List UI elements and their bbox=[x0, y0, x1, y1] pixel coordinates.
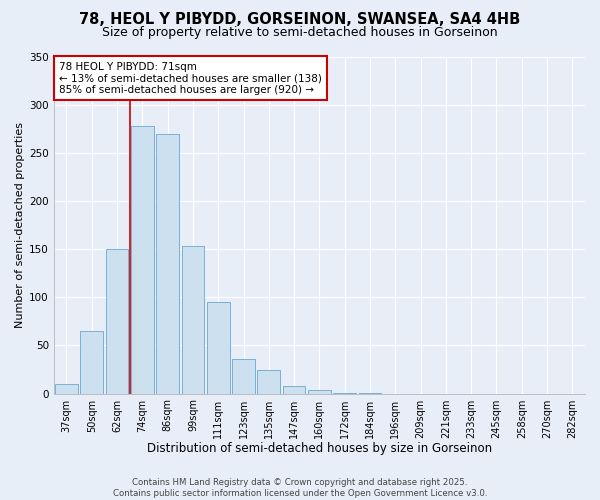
Text: 78 HEOL Y PIBYDD: 71sqm
← 13% of semi-detached houses are smaller (138)
85% of s: 78 HEOL Y PIBYDD: 71sqm ← 13% of semi-de… bbox=[59, 62, 322, 95]
Bar bbox=[156, 134, 179, 394]
Bar bbox=[359, 392, 382, 394]
Bar bbox=[106, 249, 128, 394]
Bar bbox=[232, 359, 255, 394]
Text: Size of property relative to semi-detached houses in Gorseinon: Size of property relative to semi-detach… bbox=[102, 26, 498, 39]
Y-axis label: Number of semi-detached properties: Number of semi-detached properties bbox=[15, 122, 25, 328]
Text: Contains HM Land Registry data © Crown copyright and database right 2025.
Contai: Contains HM Land Registry data © Crown c… bbox=[113, 478, 487, 498]
Bar bbox=[308, 390, 331, 394]
X-axis label: Distribution of semi-detached houses by size in Gorseinon: Distribution of semi-detached houses by … bbox=[147, 442, 492, 455]
Bar bbox=[207, 302, 230, 394]
Bar bbox=[131, 126, 154, 394]
Bar bbox=[182, 246, 204, 394]
Text: 78, HEOL Y PIBYDD, GORSEINON, SWANSEA, SA4 4HB: 78, HEOL Y PIBYDD, GORSEINON, SWANSEA, S… bbox=[79, 12, 521, 28]
Bar bbox=[334, 392, 356, 394]
Bar bbox=[80, 331, 103, 394]
Bar bbox=[257, 370, 280, 394]
Bar bbox=[283, 386, 305, 394]
Bar bbox=[55, 384, 78, 394]
